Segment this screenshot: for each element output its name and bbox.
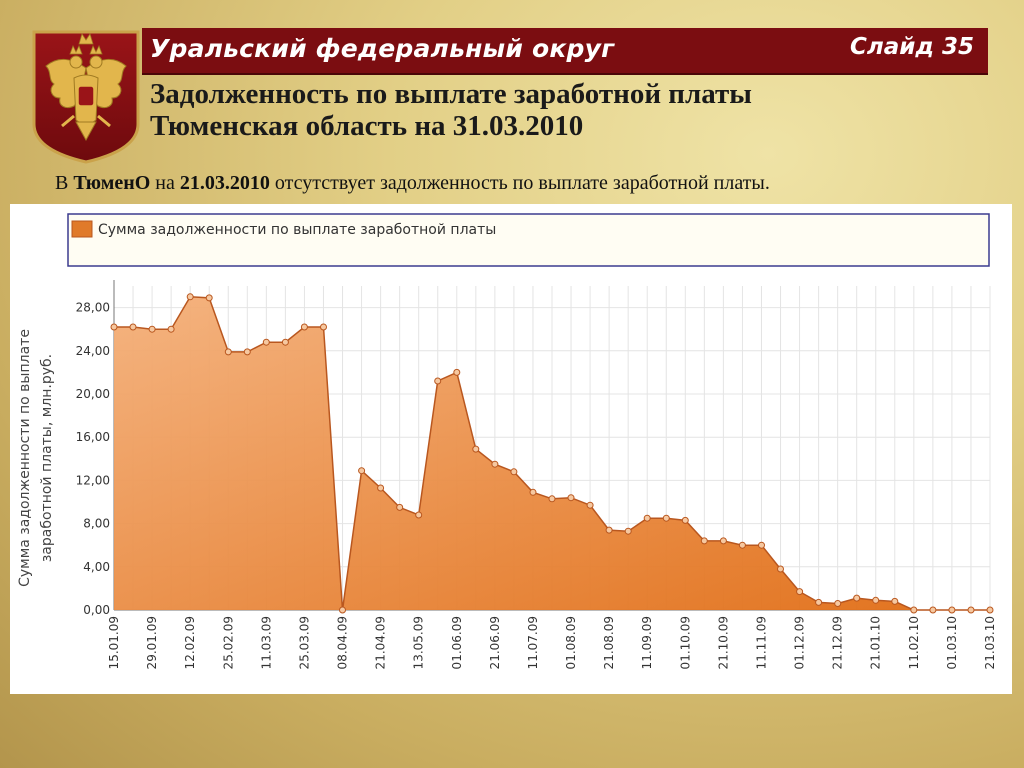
data-point: [624, 527, 632, 535]
x-tick-label: 25.02.09: [221, 616, 235, 669]
legend-box: [67, 213, 990, 267]
legend-swatch: [71, 220, 93, 238]
note-text: В ТюменО на 21.03.2010 отсутствует задол…: [55, 172, 770, 195]
note-prefix: В: [55, 172, 74, 194]
y-tick-label: 0,00: [83, 603, 110, 617]
y-tick-label: 24,00: [76, 344, 110, 358]
x-tick-label: 11.02.10: [907, 616, 921, 669]
data-point: [339, 606, 346, 614]
y-axis-title-line-2: заработной платы, млн.руб.: [39, 354, 55, 562]
x-tick-label: 01.08.09: [564, 616, 578, 669]
data-point: [738, 541, 746, 549]
data-point: [758, 541, 765, 549]
y-axis-title-line-1: Сумма задолженности по выплате: [17, 329, 33, 587]
x-tick-label: 11.07.09: [526, 616, 540, 669]
coat-of-arms-emblem: [32, 30, 140, 164]
header-bar: Уральский федеральный округ Слайд 35: [142, 28, 988, 75]
data-point: [129, 323, 137, 331]
x-tick-label: 21.03.10: [983, 616, 997, 669]
data-point: [224, 348, 232, 356]
data-point: [167, 325, 175, 333]
data-point: [281, 338, 289, 346]
data-point: [777, 565, 784, 573]
note-mid: на: [150, 172, 180, 194]
x-tick-label: 21.10.09: [716, 616, 730, 669]
y-tick-label: 28,00: [76, 301, 110, 315]
data-point: [415, 511, 423, 519]
y-tick-label: 20,00: [76, 387, 110, 401]
data-point: [262, 338, 270, 346]
data-point: [834, 600, 842, 607]
x-tick-label: 25.03.09: [297, 616, 311, 669]
data-point: [529, 488, 537, 496]
data-point: [891, 597, 899, 605]
slide-title-line-1: Задолженность по выплате заработной плат…: [150, 78, 752, 110]
data-point: [719, 537, 727, 545]
x-tick-label: 12.02.09: [183, 616, 197, 669]
data-point: [872, 596, 880, 604]
data-point: [243, 348, 251, 356]
x-tick-label: 08.04.09: [336, 616, 350, 669]
data-point: [605, 526, 613, 534]
data-point: [910, 606, 918, 614]
data-point: [453, 368, 461, 376]
note-date: 21.03.2010: [179, 172, 270, 194]
y-tick-label: 16,00: [76, 430, 110, 444]
x-tick-label: 01.06.09: [450, 616, 464, 669]
data-point: [986, 606, 994, 614]
x-tick-label: 01.03.10: [945, 616, 959, 669]
data-point: [929, 606, 937, 614]
data-point: [700, 537, 708, 545]
note-entity: ТюменО: [73, 172, 151, 194]
data-point: [967, 606, 975, 614]
data-point: [434, 377, 442, 385]
x-tick-label: 01.10.09: [678, 616, 692, 669]
data-point: [681, 516, 689, 524]
data-point: [548, 495, 556, 503]
chart-panel: Сумма задолженности по выплате заработно…: [10, 204, 1012, 694]
series-area: [114, 296, 990, 610]
y-tick-label: 8,00: [83, 517, 110, 531]
data-point: [110, 323, 118, 331]
data-point: [320, 323, 327, 331]
data-point: [377, 484, 385, 492]
data-point: [358, 467, 366, 475]
data-point: [491, 460, 499, 468]
data-point: [853, 594, 861, 602]
y-tick-label: 4,00: [83, 560, 110, 574]
legend-label: Сумма задолженности по выплате заработно…: [98, 222, 496, 238]
note-suffix: отсутствует задолженность по выплате зар…: [269, 172, 770, 194]
data-point: [300, 323, 308, 331]
x-tick-label: 29.01.09: [145, 616, 159, 669]
region-title: Уральский федеральный округ: [150, 34, 615, 63]
x-tick-label: 13.05.09: [412, 616, 426, 669]
data-point: [396, 503, 404, 511]
data-point: [148, 325, 156, 333]
data-point: [643, 514, 651, 522]
slide-title-line-2: Тюменская область на 31.03.2010: [150, 110, 584, 142]
data-point: [186, 293, 194, 301]
data-point: [815, 598, 823, 606]
x-tick-label: 21.06.09: [488, 616, 502, 669]
data-point: [205, 294, 213, 302]
debt-area-chart: Сумма задолженности по выплате заработно…: [17, 213, 997, 669]
data-point: [586, 501, 594, 509]
data-point: [796, 588, 804, 596]
x-tick-label: 21.12.09: [831, 616, 845, 669]
y-tick-label: 12,00: [76, 473, 110, 487]
slide-number: Слайд 35: [850, 34, 974, 60]
x-tick-label: 21.04.09: [374, 616, 388, 669]
x-tick-label: 11.03.09: [259, 616, 273, 669]
x-tick-label: 21.01.10: [869, 616, 883, 669]
x-tick-label: 21.08.09: [602, 616, 616, 669]
data-point: [510, 468, 518, 476]
x-tick-label: 15.01.09: [107, 616, 121, 669]
data-point: [948, 606, 956, 614]
x-tick-label: 01.12.09: [793, 616, 807, 669]
data-point: [662, 514, 670, 522]
x-tick-label: 11.11.09: [755, 616, 769, 669]
data-point: [472, 445, 480, 453]
data-point: [567, 494, 575, 502]
x-tick-label: 11.09.09: [640, 616, 654, 669]
